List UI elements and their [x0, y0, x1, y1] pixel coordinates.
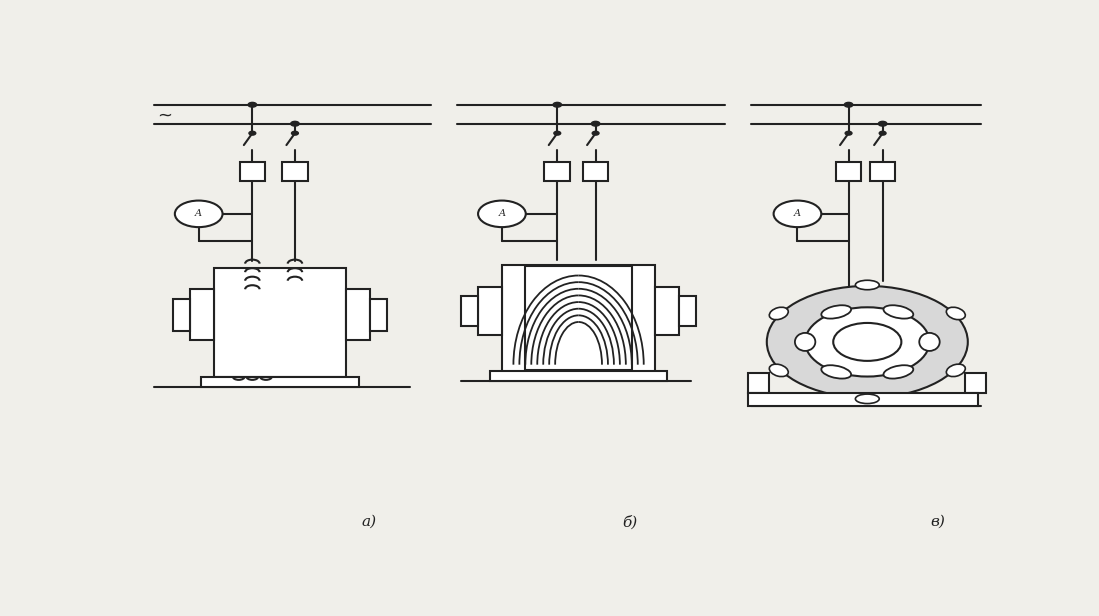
Bar [478, 287, 502, 335]
Ellipse shape [769, 364, 788, 376]
Bar [582, 161, 609, 180]
Text: A: A [499, 209, 506, 218]
Circle shape [774, 201, 821, 227]
Circle shape [878, 121, 887, 126]
Bar [462, 296, 478, 326]
Bar [490, 371, 667, 381]
Bar [544, 161, 570, 180]
Ellipse shape [821, 306, 851, 318]
Ellipse shape [769, 307, 788, 320]
Text: в): в) [931, 515, 945, 529]
Ellipse shape [919, 333, 940, 351]
Circle shape [249, 131, 256, 135]
Bar [201, 376, 358, 387]
Bar [748, 373, 768, 393]
Bar [525, 267, 632, 370]
Bar [240, 161, 265, 180]
Ellipse shape [795, 333, 815, 351]
Circle shape [591, 121, 600, 126]
Circle shape [845, 131, 852, 135]
Ellipse shape [821, 365, 851, 379]
Circle shape [879, 131, 886, 135]
Circle shape [844, 102, 853, 107]
Bar [282, 161, 308, 180]
Ellipse shape [855, 394, 879, 403]
Bar [835, 161, 862, 180]
Text: A: A [196, 209, 202, 218]
Bar [346, 290, 370, 341]
Bar [174, 299, 190, 331]
Circle shape [806, 307, 930, 376]
Bar [190, 290, 214, 341]
Bar [748, 393, 978, 407]
Ellipse shape [946, 364, 965, 376]
Bar [214, 269, 346, 378]
Ellipse shape [946, 307, 965, 320]
Circle shape [553, 102, 562, 107]
Bar [502, 265, 655, 372]
Text: ~: ~ [157, 107, 171, 124]
Ellipse shape [855, 280, 879, 290]
Bar [370, 299, 387, 331]
Bar [965, 373, 986, 393]
Text: а): а) [362, 515, 377, 529]
Ellipse shape [884, 306, 913, 318]
Ellipse shape [884, 365, 913, 379]
Bar [679, 296, 696, 326]
Circle shape [767, 286, 968, 398]
Circle shape [833, 323, 901, 361]
Circle shape [592, 131, 599, 135]
Text: A: A [793, 209, 801, 218]
Bar [870, 161, 896, 180]
Circle shape [175, 201, 222, 227]
Bar [655, 287, 679, 335]
Circle shape [248, 102, 257, 107]
Circle shape [478, 201, 525, 227]
Circle shape [554, 131, 560, 135]
Circle shape [291, 131, 298, 135]
Circle shape [290, 121, 299, 126]
Text: б): б) [622, 515, 637, 529]
